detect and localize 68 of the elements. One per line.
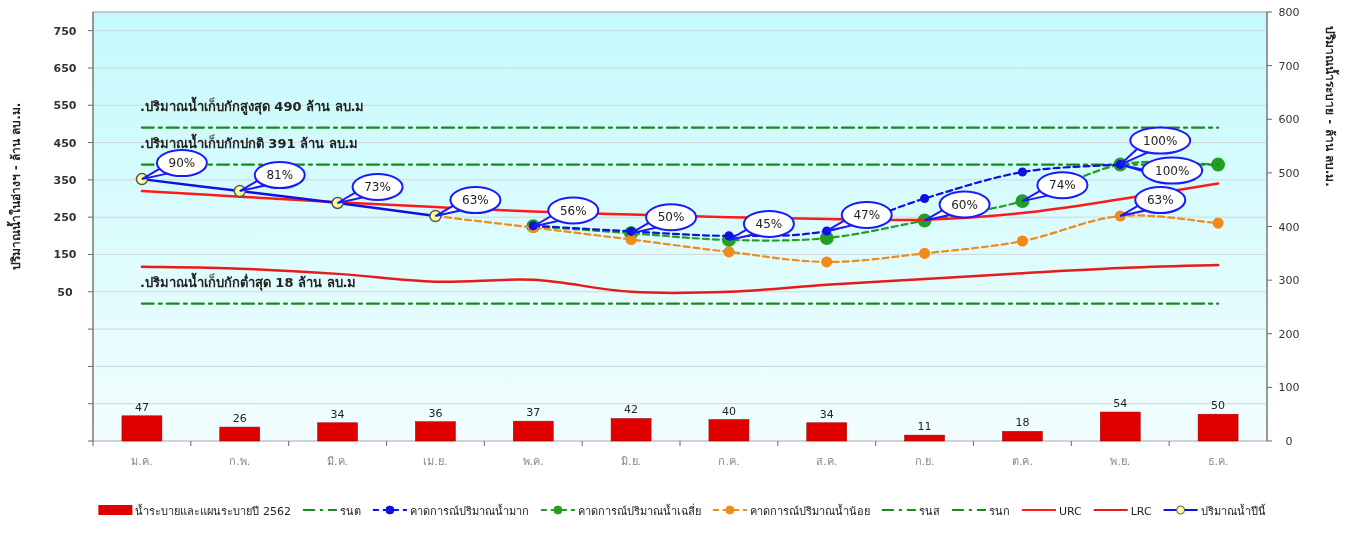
y2-tick-label: 100 xyxy=(1278,381,1300,395)
data-label: 37 xyxy=(526,406,541,420)
annotation: .ปริมาณน้ำเก็บกักปกติ 391 ล้าน ลบ.ม xyxy=(139,132,359,151)
legend-label: คาดการณ์ปริมาณน้ำเฉลี่ย xyxy=(577,503,701,518)
annotation: 45% xyxy=(755,216,783,231)
annotation: 73% xyxy=(364,180,391,194)
y-tick-label: 150 xyxy=(53,248,77,262)
data-label: 42 xyxy=(624,403,639,417)
annotation: 63% xyxy=(462,193,489,208)
annotation: 50% xyxy=(657,210,685,225)
x-tick-label: เม.ย. xyxy=(423,455,448,468)
legend-label: URC xyxy=(1058,505,1083,518)
x-tick-label: ม.ค. xyxy=(131,455,153,468)
annotation: 81% xyxy=(266,168,294,183)
data-label: 18 xyxy=(1015,416,1030,430)
data-label: 36 xyxy=(428,406,443,420)
y2-tick-label: 800 xyxy=(1278,6,1300,19)
annotation: 74% xyxy=(1049,178,1076,193)
x-tick-label: ต.ค. xyxy=(1011,455,1033,468)
y2-tick-label: 500 xyxy=(1278,166,1300,180)
data-label: 47 xyxy=(134,400,149,414)
annotation: .ปริมาณน้ำเก็บกักสูงสุด 490 ล้าน ลบ.ม xyxy=(139,95,365,115)
data-label: 11 xyxy=(917,420,932,434)
y-tick-label: 550 xyxy=(53,99,77,113)
data-label: 34 xyxy=(819,407,834,421)
y-tick-label: 450 xyxy=(53,136,77,150)
legend-label: รนก xyxy=(988,505,1010,518)
x-tick-label: ก.พ. xyxy=(229,455,251,468)
y-axis-title: ปริมาณน้ำในอ่างฯ - ล้าน ลบ.ม. xyxy=(6,102,23,271)
x-tick-label: มิ.ย. xyxy=(621,455,642,468)
annotation: 56% xyxy=(559,203,587,218)
annotation: 60% xyxy=(951,197,978,212)
legend-label: ปริมาณน้ำปีนี้ xyxy=(1200,503,1266,518)
x-tick-label: ก.ค. xyxy=(718,455,740,468)
y2-tick-label: 200 xyxy=(1278,327,1300,341)
data-label: 34 xyxy=(330,407,345,421)
annotation: 63% xyxy=(1146,193,1174,208)
data-label: 26 xyxy=(232,412,247,426)
y2-tick-label: 0 xyxy=(1285,435,1293,448)
x-tick-label: ก.ย. xyxy=(914,455,935,468)
y-tick-label: 750 xyxy=(53,24,77,38)
legend-label: รนส xyxy=(918,505,940,518)
y-tick-label: 250 xyxy=(53,211,77,225)
y-tick-label: 650 xyxy=(53,61,77,75)
data-label: 50 xyxy=(1211,399,1226,413)
y-tick-label: 50 xyxy=(57,285,73,299)
x-tick-label: พ.ค. xyxy=(522,455,544,468)
x-tick-label: พ.ย. xyxy=(1110,455,1131,468)
legend-label: LRC xyxy=(1130,505,1152,518)
data-label: 54 xyxy=(1113,397,1128,411)
y2-tick-label: 400 xyxy=(1278,220,1300,234)
legend-label: คาดการณ์ปริมาณน้ำน้อย xyxy=(749,503,870,518)
annotation: 47% xyxy=(853,207,881,222)
legend-label: น้ำระบายและแผนระบายปี 2562 xyxy=(135,503,291,518)
annotation: .ปริมาณน้ำเก็บกักต่ำสุด 18 ล้าน ลบ.ม xyxy=(139,271,357,291)
y2-axis-title: ปริมาณน้ำระบาย - ล้าน ลบ.ม. xyxy=(1323,26,1340,187)
x-tick-label: มี.ค. xyxy=(327,455,349,468)
annotation: 90% xyxy=(168,156,196,171)
legend-label: รนต xyxy=(339,505,361,518)
annotation: 100% xyxy=(1143,133,1178,148)
y2-tick-label: 300 xyxy=(1278,274,1300,288)
y2-tick-label: 700 xyxy=(1278,59,1300,73)
x-tick-label: ธ.ค. xyxy=(1207,455,1229,468)
y2-tick-label: 600 xyxy=(1278,113,1300,127)
data-label: 40 xyxy=(721,404,736,418)
legend-label: คาดการณ์ปริมาณน้ำมาก xyxy=(409,503,529,518)
x-tick-label: ส.ค. xyxy=(816,455,838,468)
y-tick-label: 350 xyxy=(53,173,77,187)
